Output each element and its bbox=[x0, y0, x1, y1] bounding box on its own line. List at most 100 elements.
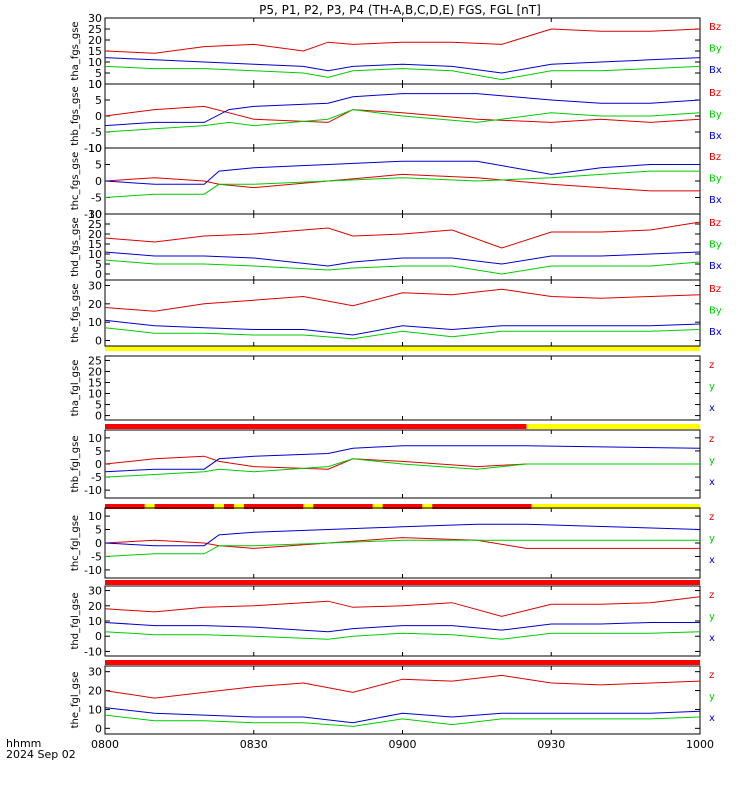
y-tick-label: 30 bbox=[88, 585, 102, 598]
series-line-By bbox=[105, 327, 700, 340]
series-line-By bbox=[105, 65, 700, 81]
y-tick-label: 20 bbox=[88, 600, 102, 613]
x-tick-label: 0800 bbox=[91, 738, 119, 751]
legend-label-z: z bbox=[709, 590, 714, 601]
series-line-z bbox=[105, 596, 700, 617]
status-bar-segment bbox=[105, 424, 527, 429]
legend-label-Bx: Bx bbox=[709, 195, 722, 206]
y-tick-label: 25 bbox=[88, 23, 102, 36]
x-tick-label: 1000 bbox=[686, 738, 714, 751]
x-tick-label: 0900 bbox=[389, 738, 417, 751]
series-line-Bx bbox=[105, 57, 700, 74]
y-axis-label: tha_fgs_gse bbox=[70, 21, 81, 80]
y-tick-label: -10 bbox=[84, 484, 102, 497]
status-bar-segment bbox=[526, 424, 700, 429]
y-tick-label: 0 bbox=[95, 78, 102, 91]
legend-label-z: z bbox=[709, 512, 714, 523]
y-tick-label: 5 bbox=[95, 524, 102, 537]
legend-label-y: y bbox=[709, 382, 715, 393]
legend-label-Bz: Bz bbox=[709, 152, 721, 163]
y-tick-label: 10 bbox=[88, 248, 102, 261]
y-axis-label: thc_fgs_gse bbox=[70, 152, 81, 211]
y-tick-label: 5 bbox=[95, 445, 102, 458]
y-axis-label: thd_fgs_gse bbox=[70, 217, 81, 276]
series-line-x bbox=[105, 445, 700, 473]
y-tick-label: 20 bbox=[88, 228, 102, 241]
y-axis-label: thb_fgs_gse bbox=[70, 86, 81, 145]
legend-label-By: By bbox=[709, 240, 722, 251]
panel-frame bbox=[104, 355, 701, 421]
y-tick-label: 20 bbox=[88, 685, 102, 698]
y-tick-label: -5 bbox=[91, 192, 102, 205]
legend-label-By: By bbox=[709, 44, 722, 55]
y-tick-label: 20 bbox=[88, 34, 102, 47]
y-tick-label: 0 bbox=[95, 458, 102, 471]
status-bar-segment bbox=[372, 504, 383, 509]
y-tick-label: 0 bbox=[95, 722, 102, 735]
series-line-Bx bbox=[105, 319, 700, 336]
y-tick-label: -10 bbox=[84, 564, 102, 577]
y-tick-label: -10 bbox=[84, 208, 102, 221]
x-tick-label: 0830 bbox=[240, 738, 268, 751]
status-bar-segment bbox=[422, 504, 433, 509]
y-axis-label: tha_fgl_gse bbox=[70, 360, 81, 417]
series-line-By bbox=[105, 109, 700, 133]
y-tick-label: 30 bbox=[88, 280, 102, 293]
series-line-x bbox=[105, 707, 700, 724]
legend-label-x: x bbox=[709, 477, 715, 488]
y-tick-label: 30 bbox=[88, 208, 102, 221]
panel-frame bbox=[104, 279, 701, 347]
y-tick-label: 0 bbox=[95, 268, 102, 281]
series-line-Bx bbox=[105, 160, 700, 185]
legend-label-Bx: Bx bbox=[709, 65, 722, 76]
legend-label-Bx: Bx bbox=[709, 131, 722, 142]
y-tick-label: 15 bbox=[88, 45, 102, 58]
y-tick-label: 10 bbox=[88, 703, 102, 716]
legend-label-By: By bbox=[709, 110, 722, 121]
status-bar-segment bbox=[105, 504, 145, 509]
legend-label-Bx: Bx bbox=[709, 261, 722, 272]
panel-frame bbox=[104, 17, 701, 85]
status-bar-segment bbox=[382, 504, 423, 509]
legend-label-Bz: Bz bbox=[709, 88, 721, 99]
legend-label-By: By bbox=[709, 174, 722, 185]
series-line-y bbox=[105, 539, 700, 557]
x-tick-label: 0930 bbox=[537, 738, 565, 751]
legend-label-z: z bbox=[709, 670, 714, 681]
legend-label-Bx: Bx bbox=[709, 327, 722, 338]
series-line-z bbox=[105, 455, 700, 470]
status-bar-segment bbox=[432, 504, 532, 509]
series-line-x bbox=[105, 622, 700, 633]
y-tick-label: -10 bbox=[84, 645, 102, 658]
y-axis-label: the_fgs_gse bbox=[70, 283, 81, 342]
y-tick-label: 10 bbox=[88, 432, 102, 445]
y-tick-label: 10 bbox=[88, 615, 102, 628]
panel-the_fgs_gse: 0 10 20 30 the_fgs_gse Bz By Bx bbox=[70, 279, 722, 348]
status-bar-segment bbox=[105, 580, 700, 585]
status-bar-segment bbox=[243, 504, 304, 509]
y-tick-label: 30 bbox=[88, 666, 102, 679]
legend-label-y: y bbox=[709, 456, 715, 467]
series-line-z bbox=[105, 537, 700, 549]
panel-frame bbox=[104, 507, 701, 579]
time-axis: 0800 0830 0900 0930 1000 bbox=[91, 738, 714, 751]
y-tick-label: 20 bbox=[88, 365, 102, 378]
legend-label-y: y bbox=[709, 612, 715, 623]
y-tick-label: 0 bbox=[95, 537, 102, 550]
legend-label-x: x bbox=[709, 555, 715, 566]
y-tick-label: 30 bbox=[88, 12, 102, 25]
y-tick-label: 15 bbox=[88, 376, 102, 389]
y-axis-label: thc_fgl_gse bbox=[70, 515, 81, 571]
legend-label-x: x bbox=[709, 403, 715, 414]
series-line-y bbox=[105, 631, 700, 640]
y-tick-label: 0 bbox=[95, 335, 102, 348]
panel-frame bbox=[104, 665, 701, 735]
panel-frame bbox=[104, 213, 701, 281]
legend-label-Bz: Bz bbox=[709, 22, 721, 33]
y-tick-label: 5 bbox=[95, 159, 102, 172]
series-line-x bbox=[105, 523, 700, 547]
